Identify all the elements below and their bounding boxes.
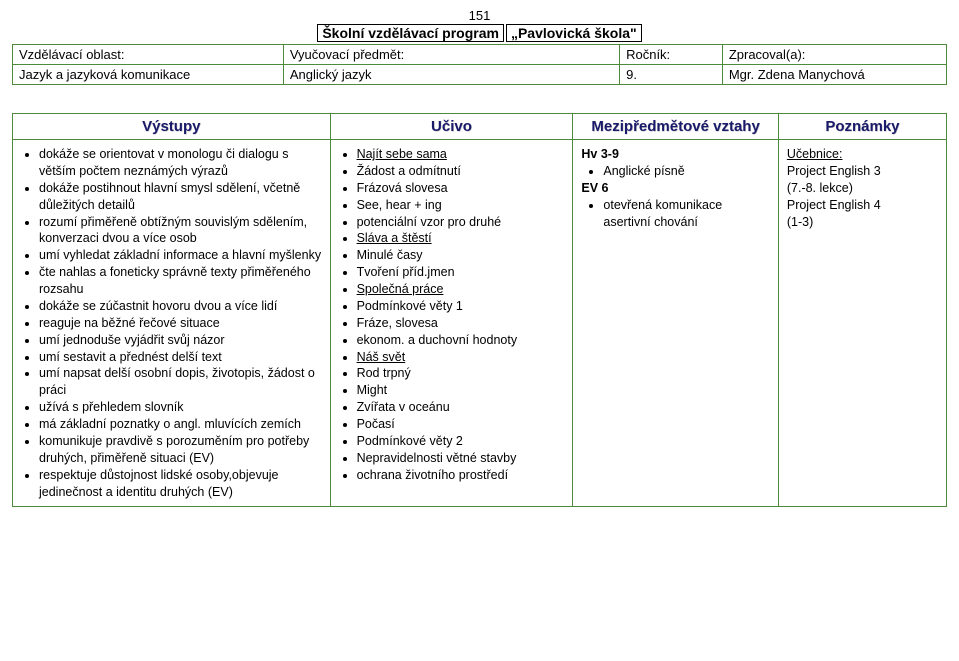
list-item: dokáže se orientovat v monologu či dialo… (39, 146, 322, 180)
list-item: užívá s přehledem slovník (39, 399, 322, 416)
list-item: Sláva a štěstí (357, 230, 565, 247)
list-item: Minulé časy (357, 247, 565, 264)
header-relations: Mezipředmětové vztahy (573, 114, 778, 140)
title-box-1: Školní vzdělávací program (317, 24, 504, 42)
meta-author: Mgr. Zdena Manychová (722, 65, 946, 85)
list-item: Náš svět (357, 349, 565, 366)
header-outputs: Výstupy (13, 114, 331, 140)
list-item: má základní poznatky o angl. mluvících z… (39, 416, 322, 433)
relations-sub2a: otevřená komunikace (603, 198, 722, 212)
relations-sub2: otevřená komunikace asertivní chování (581, 197, 769, 231)
cell-content: Najít sebe samaŽádost a odmítnutíFrázová… (330, 140, 573, 507)
list-item: Frázová slovesa (357, 180, 565, 197)
cell-outputs: dokáže se orientovat v monologu či dialo… (13, 140, 331, 507)
list-item: Zvířata v oceánu (357, 399, 565, 416)
header-notes: Poznámky (778, 114, 946, 140)
list-item: Podmínkové věty 2 (357, 433, 565, 450)
meta-subject: Anglický jazyk (283, 65, 619, 85)
list-item: Společná práce (357, 281, 565, 298)
title-box-2: „Pavlovická škola" (506, 24, 642, 42)
list-item: Fráze, slovesa (357, 315, 565, 332)
notes-line: Project English 3 (787, 163, 938, 180)
meta-label-author: Zpracoval(a): (722, 45, 946, 65)
meta-table: Vzdělávací oblast: Vyučovací předmět: Ro… (12, 44, 947, 85)
meta-label-grade: Ročník: (620, 45, 723, 65)
meta-label-subject: Vyučovací předmět: (283, 45, 619, 65)
list-item: čte nahlas a foneticky správně texty při… (39, 264, 322, 298)
list-item: umí vyhledat základní informace a hlavní… (39, 247, 322, 264)
notes-line: Project English 4 (787, 197, 938, 214)
meta-grade: 9. (620, 65, 723, 85)
notes-line: (1-3) (787, 214, 938, 231)
list-item: dokáže se zúčastnit hovoru dvou a více l… (39, 298, 322, 315)
list-item: Rod trpný (357, 365, 565, 382)
notes-line: (7.-8. lekce) (787, 180, 938, 197)
list-item: ekonom. a duchovní hodnoty (357, 332, 565, 349)
list-item: Nepravidelnosti větné stavby (357, 450, 565, 467)
outputs-list: dokáže se orientovat v monologu či dialo… (21, 146, 322, 500)
list-item: komunikuje pravdivě s porozuměním pro po… (39, 433, 322, 467)
cell-notes: Učebnice: Project English 3 (7.-8. lekce… (778, 140, 946, 507)
relations-sub2b: asertivní chování (603, 215, 698, 229)
list-item: dokáže postihnout hlavní smysl sdělení, … (39, 180, 322, 214)
relations-line2: EV 6 (581, 180, 769, 197)
relations-sub1: Anglické písně (581, 163, 769, 180)
main-table: Výstupy Učivo Mezipředmětové vztahy Pozn… (12, 113, 947, 507)
list-item: potenciální vzor pro druhé (357, 214, 565, 231)
list-item: Najít sebe sama (357, 146, 565, 163)
list-item: respektuje důstojnost lidské osoby,objev… (39, 467, 322, 501)
list-item: Žádost a odmítnutí (357, 163, 565, 180)
meta-label-area: Vzdělávací oblast: (13, 45, 284, 65)
list-item: reaguje na běžné řečové situace (39, 315, 322, 332)
list-item: rozumí přiměřeně obtížným souvislým sděl… (39, 214, 322, 248)
list-item: Podmínkové věty 1 (357, 298, 565, 315)
list-item: ochrana životního prostředí (357, 467, 565, 484)
relations-line1: Hv 3-9 (581, 146, 769, 163)
content-list: Najít sebe samaŽádost a odmítnutíFrázová… (339, 146, 565, 484)
cell-relations: Hv 3-9 Anglické písně EV 6 otevřená komu… (573, 140, 778, 507)
list-item: umí sestavit a přednést delší text (39, 349, 322, 366)
list-item: See, hear + ing (357, 197, 565, 214)
notes-heading: Učebnice: (787, 146, 938, 163)
header-content: Učivo (330, 114, 573, 140)
list-item: otevřená komunikace asertivní chování (603, 197, 769, 231)
list-item: umí napsat delší osobní dopis, životopis… (39, 365, 322, 399)
meta-area: Jazyk a jazyková komunikace (13, 65, 284, 85)
page-number: 151 (12, 8, 947, 23)
list-item: Tvoření příd.jmen (357, 264, 565, 281)
list-item: Počasí (357, 416, 565, 433)
list-item: Anglické písně (603, 163, 769, 180)
title-row: Školní vzdělávací program„Pavlovická ško… (12, 24, 947, 42)
list-item: umí jednoduše vyjádřit svůj názor (39, 332, 322, 349)
list-item: Might (357, 382, 565, 399)
